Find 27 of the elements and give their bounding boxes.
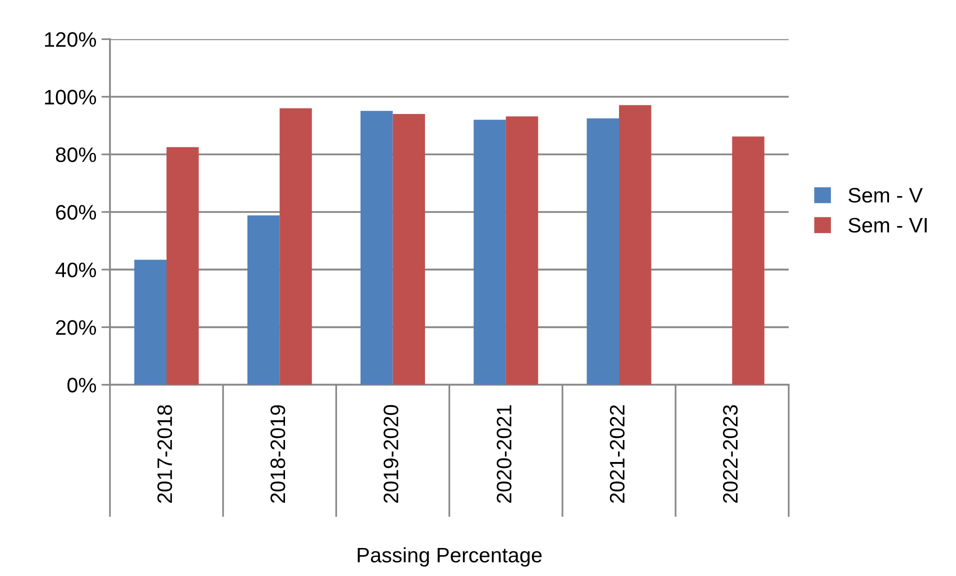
x-tick-label: 2022-2023 [722, 405, 738, 503]
legend-label: Sem - V [848, 188, 923, 203]
y-tick-label: 20% [56, 320, 96, 335]
bar [586, 118, 620, 385]
bar [360, 110, 393, 385]
legend-label: Sem - VI [848, 218, 927, 233]
y-tick-label: 40% [56, 262, 96, 278]
x-tick-label: 2020-2021 [496, 405, 512, 503]
x-tick-label: 2019-2020 [384, 405, 398, 503]
x-tick-label: 2018-2019 [270, 405, 286, 503]
bar [247, 215, 280, 385]
bar [732, 136, 764, 385]
bar [134, 260, 167, 385]
bar [392, 114, 425, 385]
bar [166, 147, 199, 385]
bar [619, 105, 652, 385]
x-tick-label: 2017-2018 [157, 405, 172, 503]
x-tick-label: 2021-2022 [610, 405, 625, 503]
bar [280, 108, 312, 385]
bar [506, 116, 538, 385]
y-tick-label: 100% [45, 90, 96, 105]
y-tick-label: 80% [56, 147, 96, 162]
y-tick-label: 120% [45, 32, 96, 47]
x-axis-title: Passing Percentage [358, 547, 542, 567]
y-tick-label: 60% [56, 204, 96, 220]
bar [474, 120, 506, 385]
y-tick-label: 0% [67, 378, 96, 393]
